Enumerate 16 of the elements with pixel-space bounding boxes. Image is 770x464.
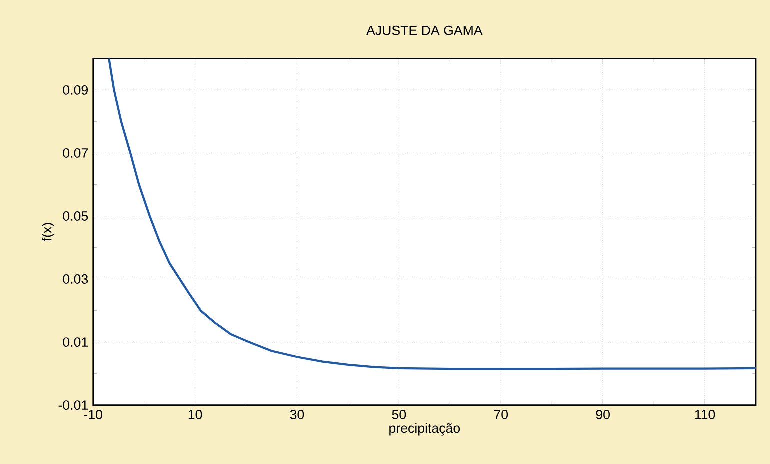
- y-axis-title: f(x): [42, 223, 54, 242]
- y-tick-label: 0.09: [63, 85, 88, 95]
- x-axis-title: precipitação: [390, 423, 460, 436]
- x-tick-label: 110: [695, 410, 716, 420]
- y-tick-label: 0.03: [63, 274, 88, 284]
- y-tick-label: 0.05: [63, 212, 88, 221]
- x-tick-label: 30: [290, 410, 304, 420]
- x-tick-label: 50: [392, 410, 406, 420]
- x-tick-label: 70: [494, 410, 508, 420]
- x-tick-label: 90: [596, 410, 610, 420]
- y-tick-label: -0.01: [58, 400, 88, 410]
- x-tick-label: 10: [188, 410, 202, 420]
- y-tick-label: 0.07: [63, 148, 88, 158]
- x-tick-label: -10: [84, 410, 102, 420]
- y-tick-label: 0.01: [63, 338, 88, 348]
- chart-title: AJUSTE DA GAMA: [366, 26, 483, 36]
